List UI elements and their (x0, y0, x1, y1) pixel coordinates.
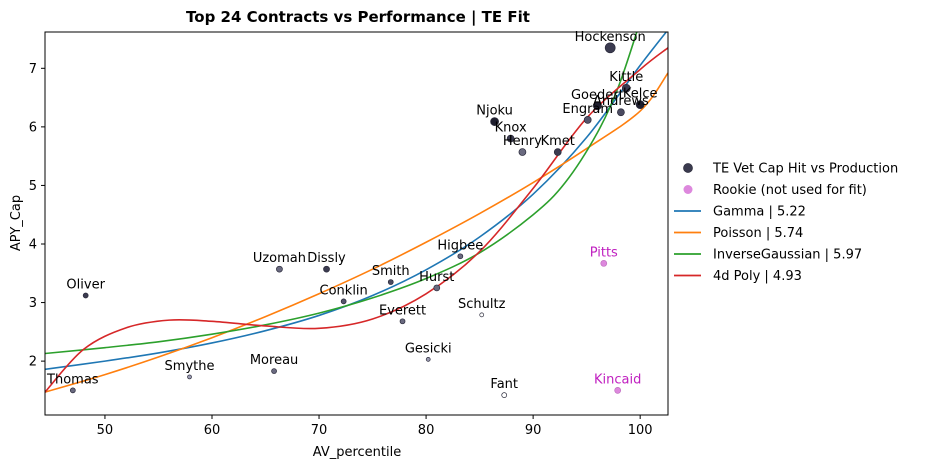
point-label: Njoku (476, 104, 513, 119)
data-point (621, 83, 631, 93)
data-point (276, 265, 283, 273)
legend-marker (683, 185, 693, 194)
point-label: Kmet (541, 134, 575, 149)
point-label: Smith (372, 264, 410, 279)
x-tick-label: 60 (204, 423, 221, 438)
series-line (45, 32, 638, 355)
point-label: Goedert (571, 88, 624, 103)
point-label: Kelce (623, 87, 658, 102)
x-tick-label: 100 (628, 423, 653, 438)
point-label: Kittle (609, 70, 643, 85)
legend-label: Poisson | 5.74 (713, 226, 803, 241)
data-point (69, 387, 76, 394)
data-point (553, 148, 562, 156)
point-label: Smythe (165, 359, 215, 374)
data-point (387, 279, 394, 285)
point-label: Gesicki (405, 341, 452, 356)
data-point (604, 42, 616, 54)
point-label: Dissly (307, 251, 346, 266)
data-point (187, 374, 192, 380)
data-point (433, 284, 441, 292)
data-point (593, 101, 602, 111)
y-tick-label: 5 (29, 179, 37, 194)
y-tick-label: 7 (29, 62, 37, 77)
point-label: Conklin (320, 283, 368, 298)
legend-marker (683, 163, 693, 173)
point-label: Engram (562, 102, 613, 117)
data-point (635, 100, 645, 109)
legend: TE Vet Cap Hit vs Production Rookie (not … (674, 162, 898, 284)
legend-label: Gamma | 5.22 (713, 205, 806, 220)
y-tick-label: 6 (29, 120, 37, 135)
legend-label: InverseGaussian | 5.97 (713, 248, 862, 263)
legend-label: TE Vet Cap Hit vs Production (712, 162, 898, 177)
data-point (479, 312, 485, 318)
x-tick-label: 90 (525, 423, 542, 438)
data-point (82, 292, 89, 299)
point-label: Oliver (66, 278, 105, 293)
point-label: Uzomah (253, 251, 306, 266)
point-label: Knox (495, 121, 527, 136)
legend-label: Rookie (not used for fit) (713, 183, 867, 198)
series-line (45, 32, 668, 371)
legend-label: 4d Poly | 4.93 (713, 269, 802, 284)
point-label: Hockenson (575, 30, 646, 45)
point-label: Higbee (437, 238, 483, 253)
x-axis-label: AV_percentile (313, 445, 401, 460)
point-label: Everett (379, 303, 426, 318)
point-label: Andrews (593, 94, 649, 109)
scatter-points (69, 42, 645, 398)
point-label: Fant (490, 377, 518, 392)
chart-title: Top 24 Contracts vs Performance | TE Fit (186, 8, 530, 27)
data-point (490, 117, 499, 126)
y-tick-label: 3 (29, 296, 37, 311)
point-label: Henry (503, 134, 542, 149)
data-point (518, 148, 527, 156)
data-point (425, 357, 431, 362)
y-tick-label: 4 (29, 237, 37, 252)
data-point (614, 387, 622, 394)
y-tick-label: 2 (29, 355, 37, 370)
x-tick-label: 70 (311, 423, 328, 438)
data-point (617, 108, 625, 117)
x-tick-label: 80 (418, 423, 435, 438)
data-point (457, 253, 464, 260)
series-line (45, 47, 668, 393)
plot-frame (44, 31, 669, 416)
data-point (271, 368, 277, 374)
point-label: Kincaid (594, 372, 641, 387)
y-axis: 2 3 4 5 6 7 (29, 62, 45, 370)
point-label: Hurst (419, 270, 454, 285)
point-label: Pitts (590, 245, 618, 260)
data-point (501, 392, 508, 398)
point-label: Moreau (250, 353, 298, 368)
series-line (45, 72, 668, 393)
data-point (340, 298, 347, 305)
data-point (583, 115, 592, 124)
data-point (506, 134, 515, 143)
x-axis: 50 60 70 80 90 100 (97, 415, 653, 438)
data-point (600, 259, 608, 267)
x-tick-label: 50 (97, 423, 114, 438)
data-point (399, 318, 406, 325)
y-axis-label: APY_Cap (9, 195, 24, 251)
fit-curves (45, 32, 668, 393)
point-labels: Hockenson Kittle KelceGoedertAndrewsEngram… (46, 30, 657, 392)
point-label: Thomas (46, 372, 99, 387)
point-label: Schultz (458, 297, 506, 312)
data-point (323, 265, 330, 273)
